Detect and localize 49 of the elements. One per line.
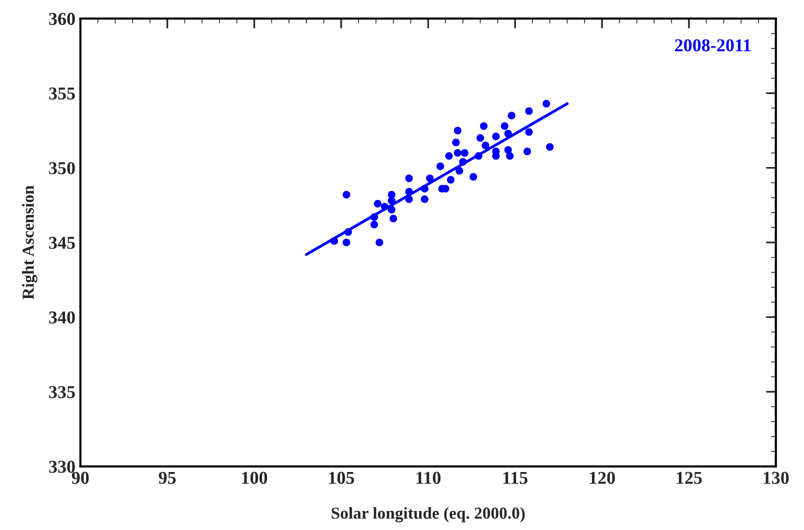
- point: [446, 176, 455, 184]
- point: [506, 152, 514, 160]
- y-tick-label: 345: [49, 236, 75, 249]
- point: [470, 172, 478, 181]
- point: [500, 122, 508, 130]
- point: [376, 238, 384, 246]
- point: [420, 195, 428, 203]
- y-tick-label: 355: [49, 88, 75, 100]
- annotation: 2008-2011: [675, 39, 751, 52]
- x-tick-label: 90: [72, 472, 89, 484]
- x-tick-label: 110: [416, 472, 440, 484]
- point: [342, 238, 350, 246]
- point: [390, 214, 398, 222]
- point: [454, 149, 462, 157]
- point: [370, 220, 378, 228]
- point: [525, 128, 533, 136]
- x-tick-label: 105: [329, 472, 354, 484]
- x-tick-label: 120: [590, 472, 615, 484]
- y-tick-label: 330: [49, 460, 75, 473]
- x-tick-label: 130: [764, 472, 789, 484]
- x-tick-label: 125: [676, 472, 702, 484]
- point: [436, 162, 444, 170]
- point: [508, 112, 516, 120]
- point: [445, 152, 453, 160]
- point: [482, 142, 490, 150]
- y-tick-label: 335: [49, 386, 75, 398]
- x-axis-title: Solar longitude (eq. 2000.0): [332, 507, 525, 522]
- point: [492, 132, 500, 140]
- x-tick-label: 100: [242, 472, 268, 484]
- x-tick-label: 95: [158, 472, 176, 484]
- point: [542, 100, 550, 108]
- point: [454, 126, 462, 134]
- point: [426, 174, 434, 182]
- point: [480, 122, 488, 130]
- point: [374, 200, 382, 208]
- point: [460, 149, 468, 157]
- point: [476, 134, 484, 142]
- point: [452, 138, 460, 146]
- point: [405, 174, 413, 182]
- point: [525, 107, 533, 115]
- y-tick-label: 340: [49, 311, 75, 324]
- y-tick-label: 350: [49, 162, 75, 174]
- point: [456, 167, 464, 175]
- y-tick-label: 360: [49, 12, 75, 25]
- x-tick-label: 115: [503, 472, 528, 484]
- point: [546, 143, 554, 151]
- point: [523, 148, 532, 156]
- y-axis-title: Right Ascension: [22, 186, 38, 300]
- point: [342, 190, 350, 199]
